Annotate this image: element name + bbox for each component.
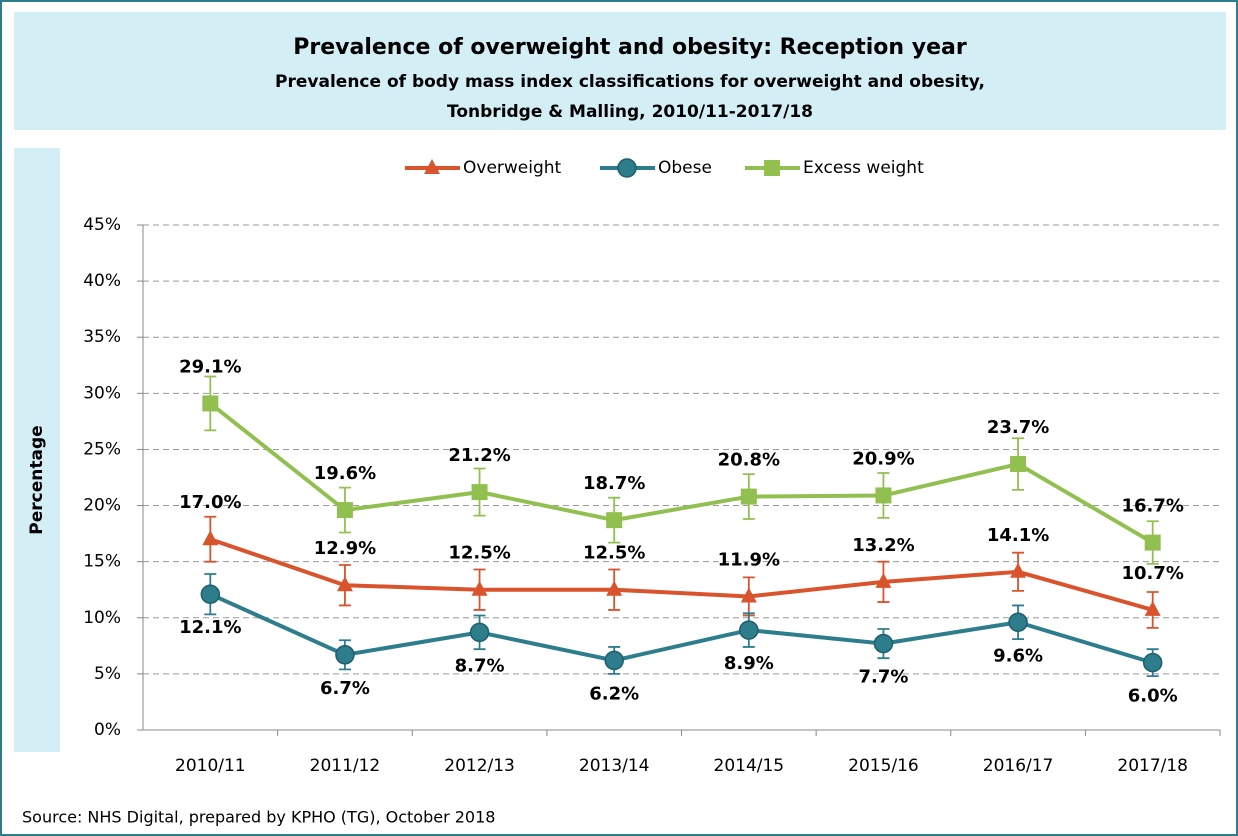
y-tick-label: 15%	[83, 552, 121, 572]
data-label: 13.2%	[852, 535, 914, 556]
marker	[875, 572, 892, 588]
y-tick-label: 10%	[83, 608, 121, 628]
x-tick-label: 2010/11	[175, 756, 246, 776]
legend-label: Obese	[658, 158, 712, 178]
marker	[740, 587, 757, 603]
marker	[202, 395, 219, 412]
data-label: 8.9%	[724, 653, 774, 674]
data-label: 6.2%	[589, 683, 639, 704]
marker	[471, 580, 488, 596]
marker	[335, 645, 355, 665]
data-label: 23.7%	[987, 417, 1049, 438]
marker	[202, 530, 219, 546]
data-label: 19.6%	[314, 463, 376, 484]
y-axis-label: Percentage	[27, 425, 47, 534]
data-label: 9.6%	[993, 645, 1043, 666]
data-label: 12.5%	[583, 543, 645, 564]
x-tick-label: 2017/18	[1117, 756, 1188, 776]
data-label: 12.1%	[179, 617, 241, 638]
data-label: 16.7%	[1121, 496, 1183, 517]
chart-title: Prevalence of overweight and obesity: Re…	[293, 35, 967, 60]
data-label: 17.0%	[179, 492, 241, 513]
data-label: 20.9%	[852, 448, 914, 469]
marker	[606, 580, 623, 596]
data-label: 21.2%	[448, 445, 510, 466]
marker	[1142, 652, 1163, 673]
data-label: 7.7%	[858, 667, 908, 688]
marker	[1144, 534, 1161, 551]
y-tick-label: 5%	[94, 664, 121, 684]
data-label: 20.8%	[718, 450, 780, 471]
marker	[336, 576, 353, 592]
y-tick-label: 20%	[83, 496, 121, 516]
y-tick-label: 25%	[83, 439, 121, 459]
subtitle: Tonbridge & Malling, 2010/11-2017/18	[447, 102, 813, 122]
legend-label: Overweight	[463, 158, 562, 178]
x-tick-label: 2014/15	[714, 756, 785, 776]
x-tick-label: 2016/17	[983, 756, 1054, 776]
data-label: 8.7%	[455, 655, 505, 676]
title-band	[14, 12, 1226, 130]
marker	[336, 502, 353, 519]
data-label: 18.7%	[583, 473, 645, 494]
series-line	[209, 592, 1154, 665]
x-tick-label: 2013/14	[579, 756, 650, 776]
data-label: 10.7%	[1121, 563, 1183, 584]
marker	[739, 620, 759, 640]
subtitle: Prevalence of body mass index classifica…	[275, 72, 985, 92]
marker	[469, 622, 490, 643]
marker	[606, 512, 623, 529]
y-label-band	[14, 148, 60, 752]
marker	[617, 158, 637, 178]
data-label: 6.7%	[320, 678, 370, 699]
marker	[873, 633, 894, 654]
marker	[424, 159, 440, 174]
marker	[875, 487, 892, 504]
marker	[1010, 562, 1027, 578]
y-tick-label: 40%	[83, 271, 121, 291]
x-tick-label: 2011/12	[310, 756, 381, 776]
marker	[1010, 456, 1027, 473]
data-label: 12.9%	[314, 538, 376, 559]
data-label: 11.9%	[718, 549, 780, 570]
data-label: 12.5%	[448, 543, 510, 564]
marker	[200, 584, 221, 604]
series-line	[209, 537, 1154, 612]
y-tick-label: 0%	[94, 720, 121, 740]
marker	[740, 488, 757, 505]
source: Source: NHS Digital, prepared by KPHO (T…	[22, 808, 495, 827]
y-tick-label: 35%	[83, 327, 121, 347]
data-label: 6.0%	[1128, 686, 1178, 707]
marker	[471, 484, 488, 501]
x-tick-label: 2012/13	[444, 756, 515, 776]
marker	[764, 160, 780, 176]
marker	[1144, 600, 1161, 616]
marker	[604, 650, 624, 671]
marker	[1008, 612, 1028, 633]
data-label: 14.1%	[987, 525, 1049, 546]
y-tick-label: 30%	[83, 383, 121, 403]
y-tick-label: 45%	[83, 215, 121, 235]
x-tick-label: 2015/16	[848, 756, 919, 776]
data-label: 29.1%	[179, 356, 241, 377]
legend-label: Excess weight	[803, 158, 924, 178]
series-line	[209, 401, 1154, 545]
